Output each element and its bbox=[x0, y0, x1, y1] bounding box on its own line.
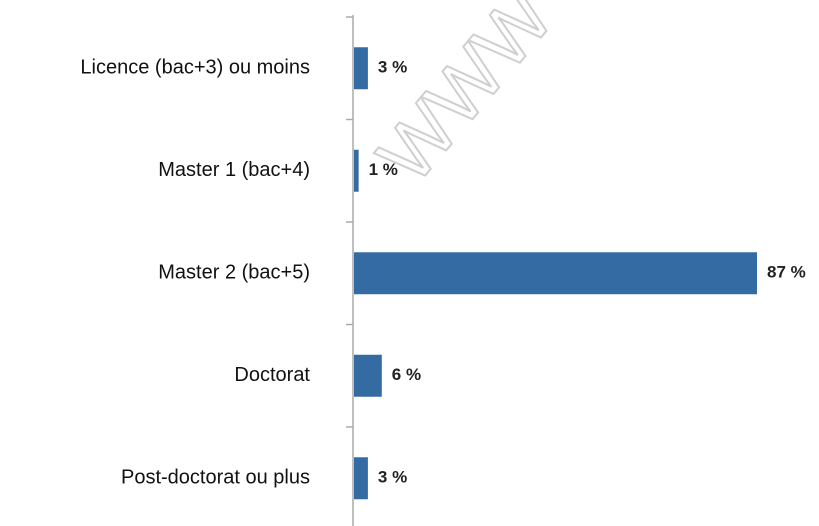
data-label: 3 % bbox=[378, 58, 407, 77]
category-label: Doctorat bbox=[234, 364, 310, 386]
data-label: 1 % bbox=[369, 160, 398, 179]
data-label: 6 % bbox=[392, 365, 421, 384]
bar bbox=[354, 149, 359, 192]
data-label: 3 % bbox=[378, 468, 407, 487]
bar bbox=[354, 457, 368, 500]
bar bbox=[354, 252, 757, 295]
category-label: Master 1 (bac+4) bbox=[158, 159, 310, 181]
category-label: Master 2 (bac+5) bbox=[158, 262, 310, 284]
bar bbox=[354, 47, 368, 90]
data-label: 87 % bbox=[767, 263, 806, 282]
bar bbox=[354, 354, 382, 397]
watermark: WWW bbox=[360, 0, 570, 199]
category-label: Licence (bac+3) ou moins bbox=[80, 57, 310, 79]
category-label: Post-doctorat ou plus bbox=[121, 467, 310, 489]
